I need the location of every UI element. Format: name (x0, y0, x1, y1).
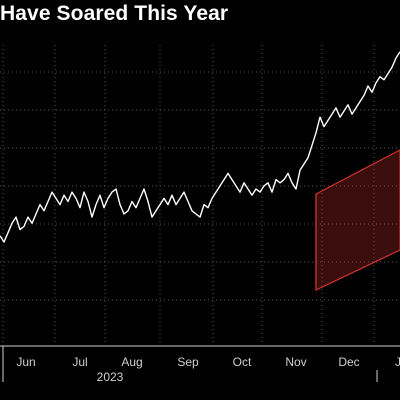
x-tick-label: Jul (72, 355, 87, 369)
x-year-label: 2023 (97, 370, 124, 384)
x-tick-label: Jun (16, 355, 35, 369)
x-tick-label: Aug (121, 355, 142, 369)
x-tick-label: Oct (233, 355, 252, 369)
series-line-0 (0, 51, 400, 243)
highlight-band (315, 149, 400, 291)
x-tick-label: J (395, 355, 400, 369)
x-tick-label: Sep (177, 355, 199, 369)
x-tick-label: Dec (338, 355, 359, 369)
x-tick-label: Nov (285, 355, 306, 369)
chart-title: Have Soared This Year (0, 2, 229, 25)
